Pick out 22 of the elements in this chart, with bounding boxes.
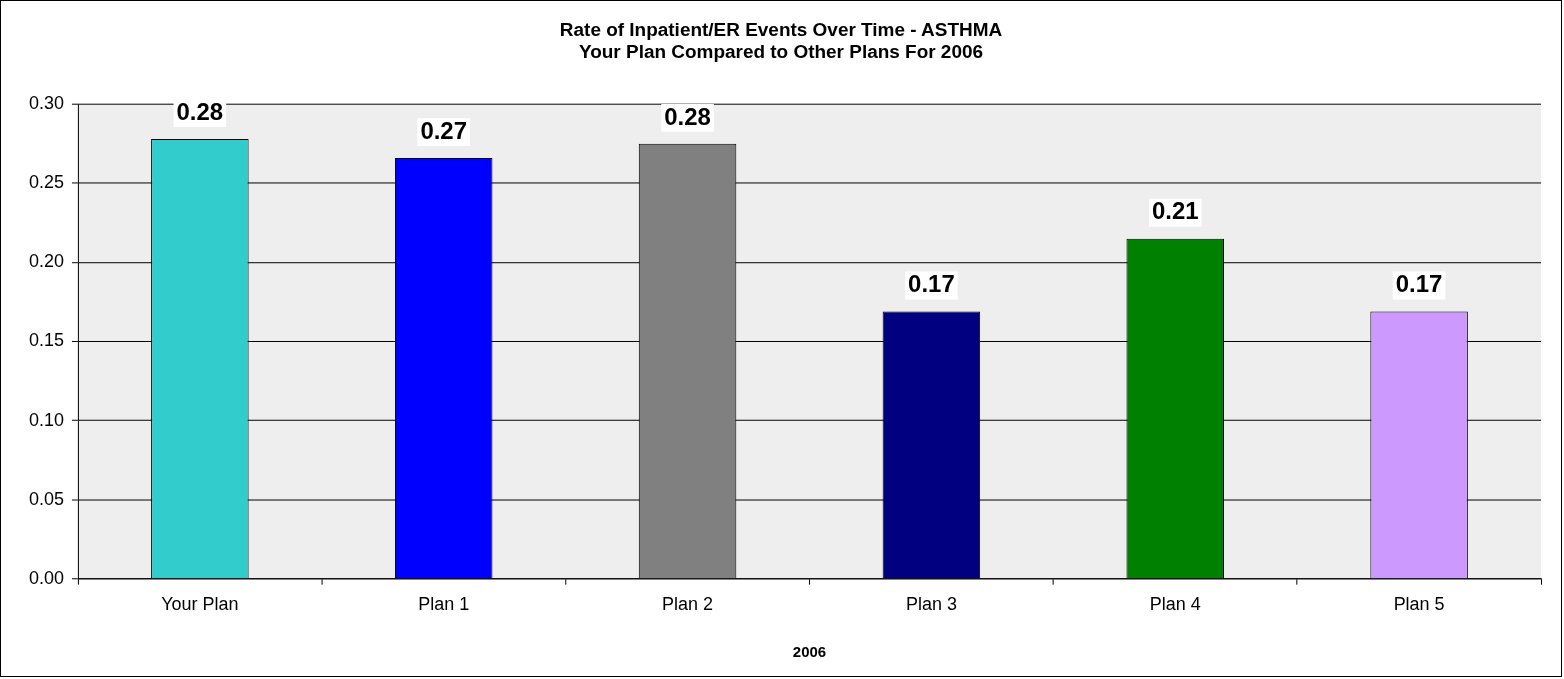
y-tick-label: 0.20 bbox=[28, 251, 64, 272]
data-label: 0.28 bbox=[176, 97, 224, 125]
data-label: 0.17 bbox=[908, 270, 955, 298]
y-tick-label: 0.00 bbox=[28, 567, 64, 588]
x-tick-label: Plan 3 bbox=[905, 594, 957, 615]
y-tick-label: 0.30 bbox=[28, 93, 64, 114]
y-tick-label: 0.05 bbox=[28, 488, 64, 509]
y-tick-label: 0.25 bbox=[28, 172, 64, 193]
chart-subtitle: Your Plan Compared to Other Plans For 2006 bbox=[578, 41, 984, 63]
data-label: 0.17 bbox=[1395, 270, 1443, 298]
y-tick-label: 0.15 bbox=[28, 330, 64, 351]
x-tick-label: Plan 1 bbox=[418, 594, 470, 615]
x-axis-title: 2006 bbox=[792, 643, 827, 661]
data-label: 0.28 bbox=[664, 102, 711, 130]
chart-title: Rate of Inpatient/ER Events Over Time - ASTHMA bbox=[559, 18, 1003, 40]
y-tick-label: 0.10 bbox=[28, 409, 64, 430]
x-tick-label: Plan 2 bbox=[662, 594, 714, 615]
data-label: 0.21 bbox=[1151, 197, 1199, 225]
x-tick-label: Your Plan bbox=[161, 594, 239, 615]
x-tick-label: Plan 4 bbox=[1149, 594, 1201, 615]
data-label: 0.27 bbox=[420, 116, 468, 144]
x-tick-label: Plan 5 bbox=[1393, 594, 1445, 615]
